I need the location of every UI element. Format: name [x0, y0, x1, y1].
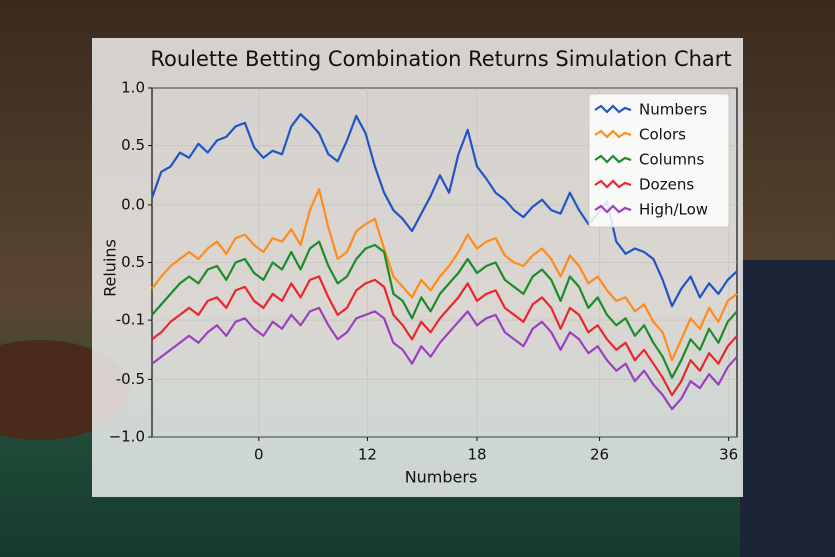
legend-swatch [594, 129, 632, 139]
y-tick-label: 0.5 [121, 136, 145, 154]
series-line [151, 188, 738, 362]
legend-swatch [594, 154, 632, 164]
legend-swatch [594, 204, 632, 214]
x-tick-label: 36 [719, 446, 738, 464]
legend-label: Dozens [639, 176, 694, 194]
series-line [151, 240, 738, 379]
series-line [151, 275, 738, 397]
y-tick-label: −1.0 [109, 428, 145, 446]
y-tick-label: -0.1 [116, 311, 145, 329]
x-tick-label: 26 [590, 446, 609, 464]
y-tick-label: 1.0 [121, 79, 145, 97]
legend-label: Columns [639, 151, 704, 169]
y-tick-label: -0.5 [116, 370, 145, 388]
x-tick-label: 12 [358, 446, 377, 464]
legend-label: Numbers [639, 101, 707, 119]
x-axis-label: Numbers [405, 468, 478, 487]
person [740, 260, 835, 557]
x-tick-label: 18 [467, 446, 486, 464]
x-tick-label: 0 [254, 446, 264, 464]
legend-label: High/Low [639, 201, 708, 219]
legend-swatch [594, 104, 632, 114]
legend-label: Colors [639, 126, 686, 144]
legend-box [588, 93, 730, 228]
legend-swatch [594, 179, 632, 189]
y-axis-label: Reluins [101, 239, 120, 297]
y-tick-label: 0.0 [121, 195, 145, 213]
series-line [150, 113, 738, 308]
series-line [151, 306, 738, 411]
chart-title: Roulette Betting Combination Returns Sim… [150, 47, 731, 71]
y-tick-label: 0.5 [121, 253, 145, 271]
